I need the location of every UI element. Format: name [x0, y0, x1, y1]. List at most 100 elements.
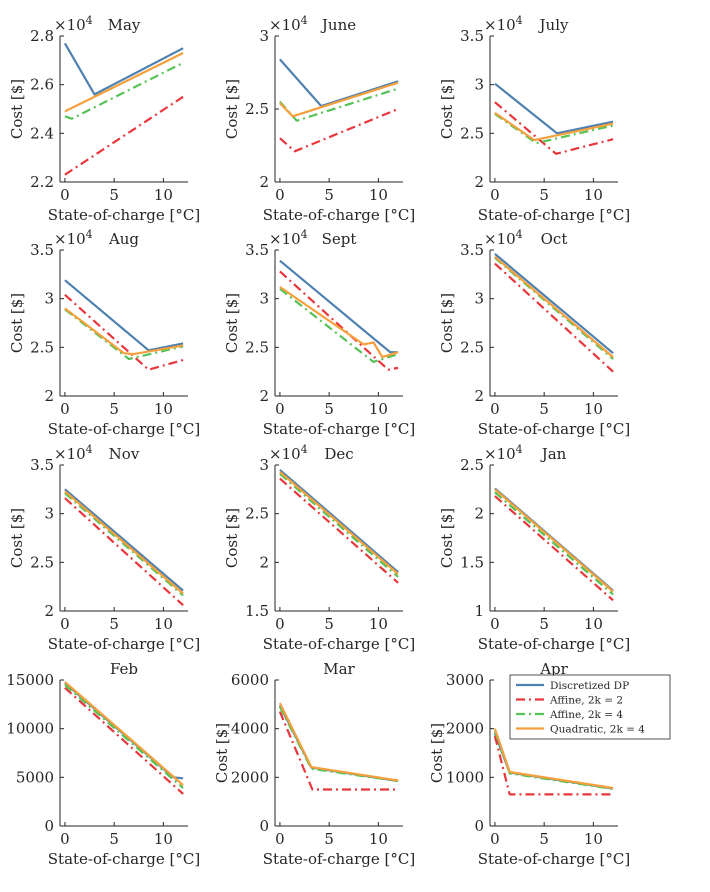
panel-title: June: [320, 16, 356, 34]
series-affine-2k-2: [494, 262, 614, 373]
x-tick-label: 10: [154, 615, 173, 633]
y-tick-label: 2: [44, 387, 54, 405]
y-tick-label: 2: [474, 173, 484, 191]
y-tick-label: 1000: [446, 768, 484, 786]
x-axis-label: State-of-charge [°C]: [263, 206, 415, 224]
y-tick-label: 10000: [6, 720, 54, 738]
series-affine-2k-2: [279, 270, 399, 371]
x-axis-label: State-of-charge [°C]: [48, 206, 200, 224]
x-tick-label: 0: [490, 830, 500, 848]
x-tick-label: 10: [369, 400, 388, 418]
y-tick-label: 0: [44, 817, 54, 835]
y-tick-label: 2.5: [460, 338, 484, 356]
y-axis-label: Cost [$]: [8, 79, 26, 139]
y-tick-label: 2.5: [245, 505, 269, 523]
x-axis-label: State-of-charge [°C]: [48, 420, 200, 438]
x-tick-label: 0: [490, 615, 500, 633]
x-tick-label: 10: [584, 615, 603, 633]
series-affine-2k-2: [494, 101, 614, 155]
series-quadratic-2k-4: [493, 728, 614, 790]
x-tick-label: 0: [490, 400, 500, 418]
y-tick-label: 2.5: [245, 100, 269, 118]
y-tick-label: 1.5: [460, 553, 484, 571]
y-tick-label: 1: [474, 602, 484, 620]
x-tick-label: 5: [539, 830, 549, 848]
panel-title: Dec: [324, 445, 353, 463]
y-tick-label: 2.5: [460, 124, 484, 142]
series-quadratic-2k-4: [279, 470, 399, 575]
panel-apr: 0 1000 2000 3000 0 5 10 Apr State-of-charge [°C]…: [428, 660, 630, 868]
panel-title: July: [538, 16, 569, 34]
series-discretized-dp: [64, 279, 184, 352]
panel-sept: 2 2.5 3 3.5 0 5 10 Sept ×104 State-of-charge [°C]…: [223, 228, 415, 438]
panel-title: Apr: [539, 660, 568, 678]
x-axis-label: State-of-charge [°C]: [263, 850, 415, 868]
series-quadratic-2k-4: [494, 255, 614, 358]
series-affine-2k-2: [64, 497, 184, 607]
x-axis-label: State-of-charge [°C]: [48, 850, 200, 868]
x-tick-label: 5: [324, 615, 334, 633]
panel-feb: 0 5000 10000 15000 0 5 10 Feb State-of-charge [°…: [6, 660, 200, 868]
x-tick-label: 10: [154, 830, 173, 848]
panel-title: Jan: [540, 445, 567, 463]
series-quadratic-2k-4: [64, 681, 184, 786]
x-tick-label: 0: [490, 186, 500, 204]
series-affine-2k-2: [64, 686, 184, 795]
x-tick-label: 5: [324, 400, 334, 418]
y-axis-label: Cost [$]: [213, 723, 231, 783]
series-discretized-dp: [64, 488, 184, 592]
y-tick-label: 3.5: [245, 241, 269, 259]
y-multiplier: ×104: [54, 443, 93, 463]
series-discretized-dp: [279, 259, 399, 354]
x-tick-label: 0: [60, 186, 70, 204]
y-multiplier: ×104: [484, 14, 523, 34]
y-tick-label: 2: [259, 553, 269, 571]
panel-title: May: [108, 16, 141, 34]
y-axis-label: Cost [$]: [438, 79, 456, 139]
panel-nov: 2 2.5 3 3.5 0 5 10 Nov ×104 State-of-charge [°C] C…: [8, 443, 200, 653]
legend-label: Affine, 2k = 4: [549, 709, 623, 721]
x-axis-label: State-of-charge [°C]: [478, 420, 630, 438]
series-quadratic-2k-4: [494, 111, 614, 142]
y-axis-label: Cost [$]: [8, 508, 26, 568]
series-quadratic-2k-4: [64, 52, 184, 113]
y-tick-label: 5000: [16, 768, 54, 786]
y-tick-label: 2.5: [30, 338, 54, 356]
x-tick-label: 10: [369, 186, 388, 204]
y-tick-label: 2: [44, 602, 54, 620]
y-multiplier: ×104: [484, 228, 523, 248]
series-affine-2k-4: [494, 491, 614, 596]
y-tick-label: 2000: [446, 720, 484, 738]
x-tick-label: 10: [154, 186, 173, 204]
y-axis-label: Cost [$]: [223, 293, 241, 353]
x-tick-label: 5: [539, 615, 549, 633]
y-axis-label: Cost [$]: [223, 79, 241, 139]
series-affine-2k-4: [279, 472, 399, 578]
y-multiplier: ×104: [484, 443, 523, 463]
y-tick-label: 2.8: [30, 27, 54, 45]
x-tick-label: 0: [60, 830, 70, 848]
legend-label: Discretized DP: [550, 680, 629, 692]
x-tick-label: 5: [109, 830, 119, 848]
x-axis-label: State-of-charge [°C]: [48, 635, 200, 653]
x-tick-label: 5: [324, 186, 334, 204]
y-multiplier: ×104: [269, 228, 308, 248]
panel-mar: 0 2000 4000 6000 0 5 10 Mar State-of-charge [°C]…: [213, 660, 415, 868]
x-tick-label: 5: [109, 186, 119, 204]
panel-dec: 1.5 2 2.5 3 0 5 10 Dec ×104 State-of-charge [°C] C…: [223, 443, 415, 653]
x-axis-label: State-of-charge [°C]: [263, 635, 415, 653]
series-discretized-dp: [494, 253, 614, 355]
y-tick-label: 2.5: [460, 456, 484, 474]
series-affine-2k-4: [279, 87, 399, 122]
x-tick-label: 10: [154, 400, 173, 418]
legend: Discretized DP Affine, 2k = 2 Affine, 2k =…: [509, 674, 671, 740]
series-affine-2k-4: [279, 288, 399, 363]
x-axis-label: State-of-charge [°C]: [478, 635, 630, 653]
x-axis-label: State-of-charge [°C]: [478, 850, 630, 868]
series-affine-2k-2: [493, 735, 614, 796]
series-affine-2k-4: [493, 730, 614, 791]
series-quadratic-2k-4: [64, 307, 184, 356]
y-tick-label: 0: [474, 817, 484, 835]
